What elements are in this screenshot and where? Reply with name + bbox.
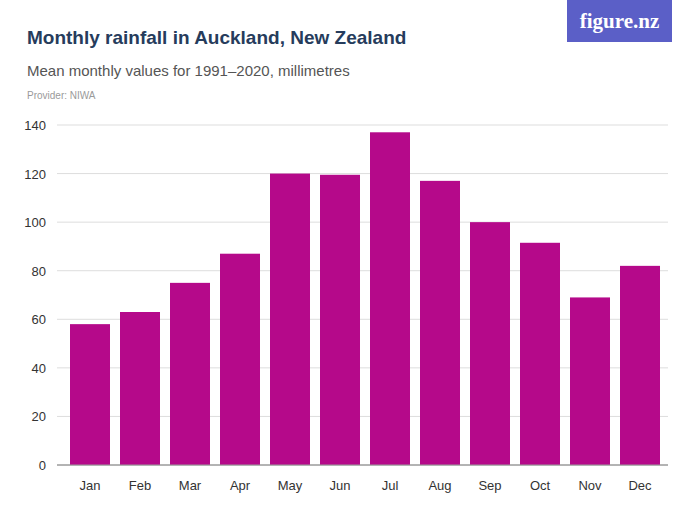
- x-tick-label: Jan: [80, 478, 101, 493]
- y-tick-label: 140: [24, 118, 46, 133]
- bar: [470, 222, 510, 465]
- x-tick-label: Jun: [330, 478, 351, 493]
- y-tick-label: 80: [32, 264, 46, 279]
- grid-line: [57, 125, 668, 126]
- x-tick-label: Mar: [179, 478, 202, 493]
- y-tick-label: 40: [32, 361, 46, 376]
- bar: [220, 254, 260, 465]
- x-tick-label: Aug: [428, 478, 451, 493]
- axis-line: [57, 465, 668, 466]
- chart-container: Monthly rainfall in Auckland, New Zealan…: [0, 0, 700, 525]
- grid: [57, 125, 668, 465]
- grid-line: [57, 222, 668, 223]
- grid-line: [57, 270, 668, 271]
- chart-svg: Monthly rainfall in Auckland, New Zealan…: [0, 0, 700, 525]
- bar: [320, 175, 360, 465]
- x-tick-label: Nov: [578, 478, 602, 493]
- bar: [120, 312, 160, 465]
- logo-box: [567, 0, 672, 42]
- bar: [370, 132, 410, 465]
- x-tick-label: Dec: [628, 478, 652, 493]
- y-tick-label: 60: [32, 312, 46, 327]
- bar: [620, 266, 660, 465]
- y-tick-label: 20: [32, 409, 46, 424]
- logo-text: figure.nz: [580, 9, 660, 33]
- grid-line: [57, 173, 668, 174]
- bar: [420, 181, 460, 465]
- x-tick-label: May: [278, 478, 303, 493]
- subtitle: Mean monthly values for 1991–2020, milli…: [27, 62, 350, 79]
- x-tick-label: Feb: [129, 478, 151, 493]
- bar: [270, 174, 310, 465]
- bar: [70, 324, 110, 465]
- y-tick-label: 0: [39, 458, 46, 473]
- bar: [520, 243, 560, 465]
- x-tick-label: Jul: [382, 478, 399, 493]
- y-tick-label: 120: [24, 167, 46, 182]
- baseline: [57, 465, 668, 466]
- x-tick-label: Sep: [478, 478, 501, 493]
- bars: [70, 132, 660, 465]
- bar: [570, 297, 610, 465]
- bar: [170, 283, 210, 465]
- y-tick-label: 100: [24, 215, 46, 230]
- title: Monthly rainfall in Auckland, New Zealan…: [27, 27, 406, 48]
- x-tick-label: Apr: [230, 478, 251, 493]
- x-tick-label: Oct: [530, 478, 551, 493]
- provider: Provider: NIWA: [27, 90, 96, 101]
